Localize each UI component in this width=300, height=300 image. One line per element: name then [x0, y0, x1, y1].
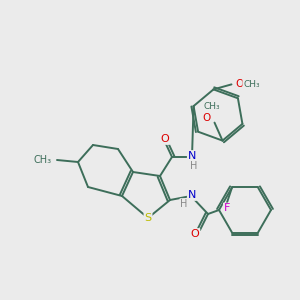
Text: H: H — [180, 199, 188, 209]
Text: CH₃: CH₃ — [203, 102, 220, 111]
Text: N: N — [188, 151, 196, 161]
Text: O: O — [160, 134, 169, 144]
Text: O: O — [236, 80, 244, 89]
Text: CH₃: CH₃ — [34, 155, 52, 165]
Text: O: O — [190, 229, 200, 239]
Text: S: S — [144, 213, 152, 223]
Text: O: O — [202, 112, 211, 123]
Text: N: N — [188, 190, 196, 200]
Text: CH₃: CH₃ — [243, 80, 260, 89]
Text: H: H — [190, 161, 198, 171]
Text: F: F — [224, 203, 230, 214]
